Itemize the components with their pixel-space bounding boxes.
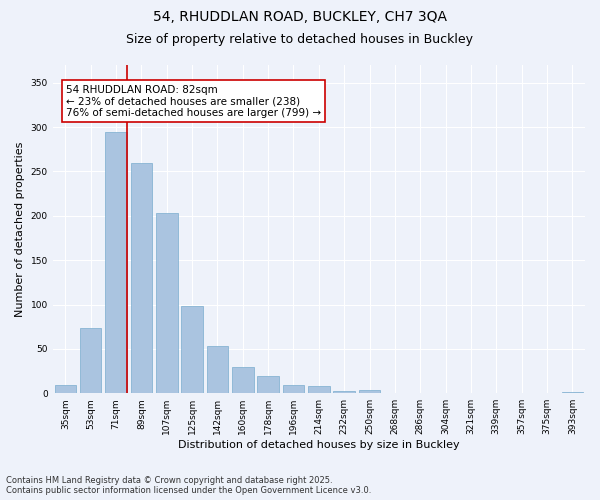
Bar xyxy=(105,132,127,393)
Bar xyxy=(206,346,228,393)
Bar xyxy=(80,328,101,393)
Text: 54 RHUDDLAN ROAD: 82sqm
← 23% of detached houses are smaller (238)
76% of semi-d: 54 RHUDDLAN ROAD: 82sqm ← 23% of detache… xyxy=(66,84,321,117)
Bar xyxy=(181,306,203,393)
Bar xyxy=(562,392,583,393)
X-axis label: Distribution of detached houses by size in Buckley: Distribution of detached houses by size … xyxy=(178,440,460,450)
Bar xyxy=(283,385,304,393)
Bar xyxy=(156,213,178,393)
Bar xyxy=(334,390,355,393)
Y-axis label: Number of detached properties: Number of detached properties xyxy=(15,142,25,317)
Bar xyxy=(359,390,380,393)
Bar xyxy=(308,386,329,393)
Text: 54, RHUDDLAN ROAD, BUCKLEY, CH7 3QA: 54, RHUDDLAN ROAD, BUCKLEY, CH7 3QA xyxy=(153,10,447,24)
Bar xyxy=(232,366,254,393)
Bar xyxy=(257,376,279,393)
Bar xyxy=(131,162,152,393)
Bar xyxy=(55,385,76,393)
Text: Contains HM Land Registry data © Crown copyright and database right 2025.
Contai: Contains HM Land Registry data © Crown c… xyxy=(6,476,371,495)
Text: Size of property relative to detached houses in Buckley: Size of property relative to detached ho… xyxy=(127,32,473,46)
